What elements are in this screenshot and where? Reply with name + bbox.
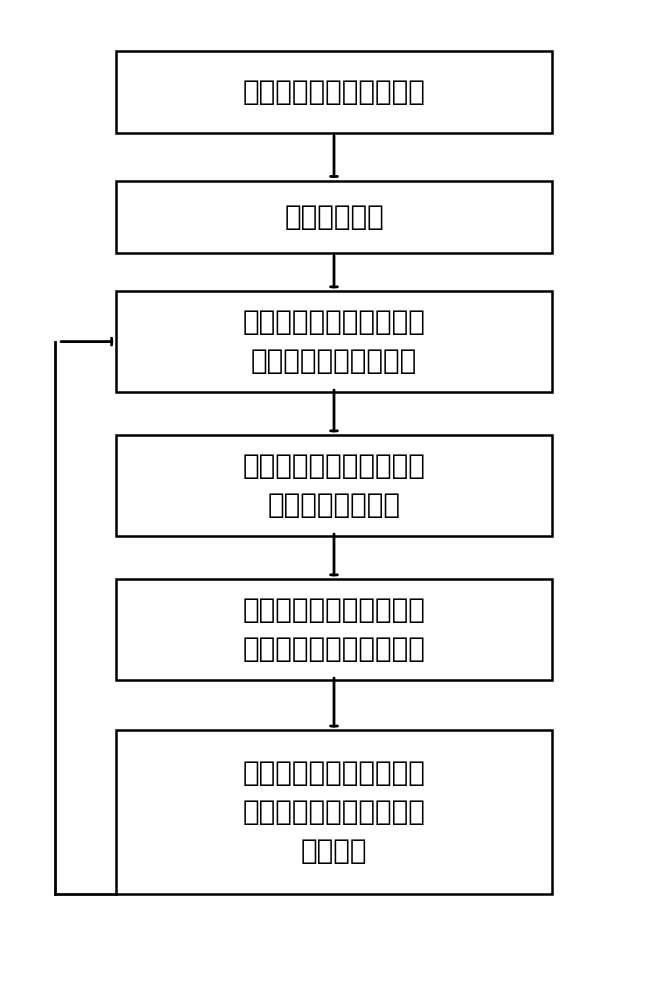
Text: 处理单元读取视频流得到
每一帧的图像数据: 处理单元读取视频流得到 每一帧的图像数据 (242, 452, 426, 519)
FancyBboxPatch shape (116, 291, 552, 392)
FancyBboxPatch shape (116, 51, 552, 133)
Text: 安装激光光源、成像单元: 安装激光光源、成像单元 (242, 78, 426, 106)
Text: 校准测量单元: 校准测量单元 (284, 203, 384, 231)
FancyBboxPatch shape (116, 730, 552, 894)
Text: 对图像进行二値化等处理
提取出激光光线所成图线: 对图像进行二値化等处理 提取出激光光线所成图线 (242, 596, 426, 663)
Text: 成像单元拍摄激光光线并
把视频传输到处理单元: 成像单元拍摄激光光线并 把视频传输到处理单元 (242, 308, 426, 375)
FancyBboxPatch shape (116, 435, 552, 536)
FancyBboxPatch shape (116, 181, 552, 253)
FancyBboxPatch shape (116, 579, 552, 680)
Text: 根据两激光图线的距离并
根据几何关系计算得到车
辆侧倒角: 根据两激光图线的距离并 根据几何关系计算得到车 辆侧倒角 (242, 759, 426, 865)
